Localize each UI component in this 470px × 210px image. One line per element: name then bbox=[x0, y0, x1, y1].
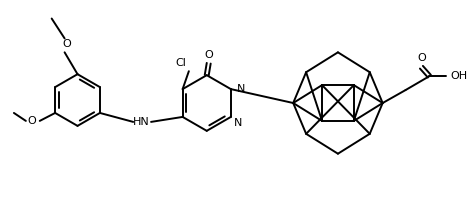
Text: O: O bbox=[204, 50, 213, 60]
Text: N: N bbox=[237, 84, 245, 94]
Text: Cl: Cl bbox=[175, 58, 186, 68]
Text: N: N bbox=[234, 118, 242, 128]
Text: OH: OH bbox=[450, 71, 467, 81]
Text: O: O bbox=[27, 116, 36, 126]
Text: HN: HN bbox=[133, 117, 149, 127]
Text: O: O bbox=[417, 53, 426, 63]
Text: O: O bbox=[62, 39, 71, 49]
